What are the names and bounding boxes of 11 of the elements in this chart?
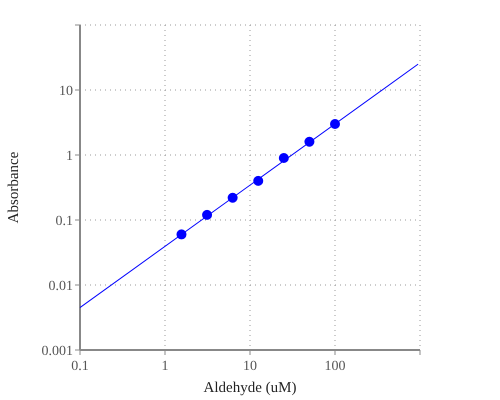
y-tick-label: 1 <box>66 149 73 164</box>
y-tick-label: 0.1 <box>56 214 73 229</box>
x-axis-title: Aldehyde (uM) <box>204 380 296 396</box>
y-axis-title: Absorbance <box>6 151 22 224</box>
y-tick-label: 0.001 <box>42 344 73 359</box>
y-tick-label: 10 <box>59 84 73 99</box>
x-tick-label: 100 <box>324 359 346 374</box>
x-tick-label: 10 <box>243 359 257 374</box>
x-tick-label: 0.1 <box>71 359 89 374</box>
x-tick-label: 1 <box>162 359 168 374</box>
y-tick-label: 0.01 <box>48 279 73 294</box>
